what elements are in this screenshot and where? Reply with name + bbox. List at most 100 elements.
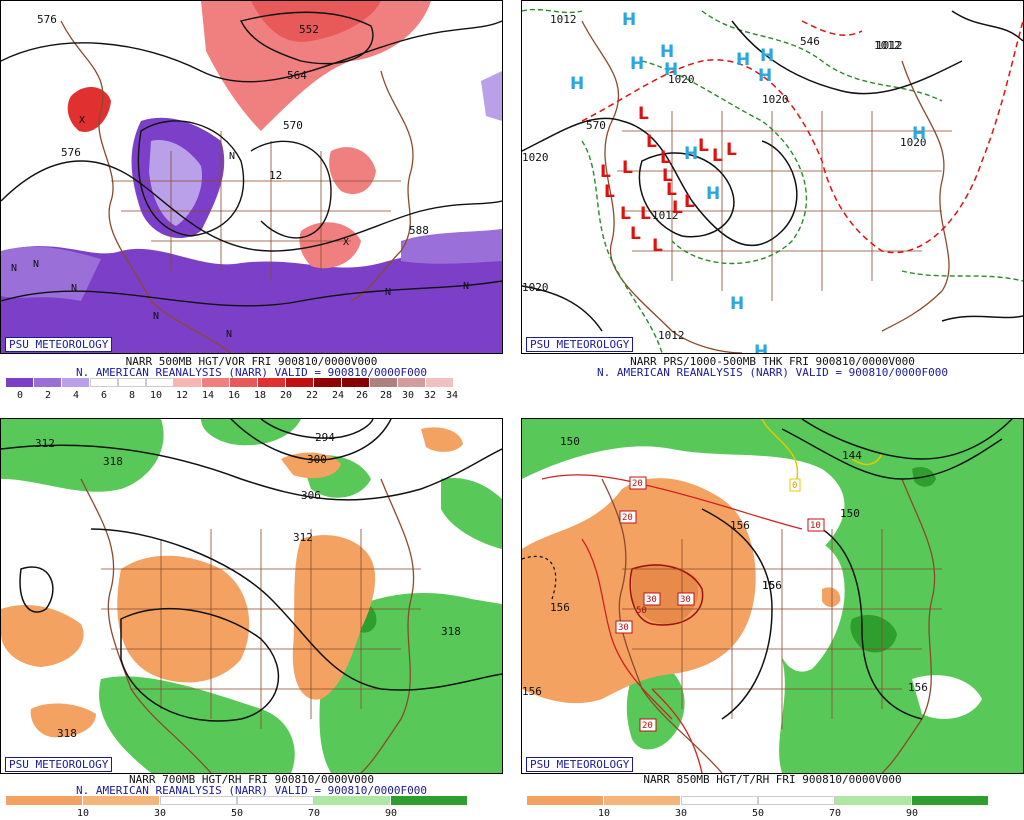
svg-text:20: 20 — [622, 513, 633, 523]
svg-text:20: 20 — [632, 479, 643, 489]
high-pressure-marker: H — [912, 124, 926, 144]
low-pressure-marker: L — [630, 224, 641, 244]
temp-label-box: 0 — [789, 478, 801, 492]
svg-text:10: 10 — [810, 521, 821, 531]
contour-label: 1012 — [658, 329, 685, 342]
contour-label: 1020 — [762, 93, 789, 106]
svg-text:20: 20 — [642, 721, 653, 731]
svg-text:N: N — [385, 287, 391, 298]
low-pressure-marker: L — [698, 136, 709, 156]
contour-label: 570 — [283, 119, 303, 132]
psu-meteorology-badge: PSU METEOROLOGY — [526, 757, 634, 772]
high-pressure-marker: H — [660, 42, 674, 62]
panel-valid-caption: N. AMERICAN REANALYSIS (NARR) VALID = 90… — [76, 366, 427, 379]
psu-meteorology-badge: PSU METEOROLOGY — [5, 337, 113, 352]
high-pressure-marker: H — [570, 74, 584, 94]
contour-label: 300 — [307, 453, 327, 466]
temp-label-box: 20 — [639, 718, 657, 732]
svg-text:N: N — [33, 259, 39, 270]
temp-label-box: 20 — [629, 476, 647, 490]
svg-text:N: N — [153, 311, 159, 322]
panel-850mb-temp-rh: 150 156 156 156 150 156 144 156 20 20 30… — [521, 418, 1024, 819]
colorbar — [6, 796, 468, 805]
contour-label: 570 — [586, 119, 606, 132]
high-pressure-marker: H — [758, 66, 772, 86]
contour-label: 150 — [840, 507, 860, 520]
rh-moist-area — [1, 419, 164, 492]
temp-label-box: 10 — [807, 518, 825, 532]
low-pressure-marker: L — [726, 140, 737, 160]
psu-meteorology-badge: PSU METEOROLOGY — [526, 337, 634, 352]
contour-label: 15 — [762, 579, 775, 592]
contour-label: 546 — [800, 35, 820, 48]
vort-positive-west — [67, 86, 111, 132]
thickness-contour — [641, 60, 808, 265]
svg-text:X: X — [79, 115, 85, 126]
height-contour — [781, 428, 1003, 480]
contour-label: 588 — [409, 224, 429, 237]
panel-500mb-vorticity: 576 552 564 570 576 588 12 N N N N N N N X X… — [0, 0, 503, 410]
high-pressure-marker: H — [730, 294, 744, 314]
colorbar-ticks: 0 2 4 6 8 10 12 14 16 18 20 22 24 26 28 … — [16, 390, 459, 401]
colorbar — [527, 796, 989, 805]
low-pressure-marker: L — [640, 204, 651, 224]
temp-label-box: 30 — [643, 592, 661, 606]
high-pressure-marker: H — [684, 144, 698, 164]
temp-label-box: 30 — [615, 620, 633, 634]
low-pressure-marker: L — [672, 198, 683, 218]
panel-700mb-rh: 312 318 294 300 306 312 318 318 PSU METE… — [0, 418, 503, 819]
map-850mb-graphic: 150 156 156 156 150 156 144 156 20 20 30… — [522, 419, 1023, 773]
high-pressure-marker: H — [760, 46, 774, 66]
temperature-contour — [541, 474, 803, 530]
contour-label: 12 — [269, 169, 282, 182]
low-pressure-marker: L — [662, 166, 673, 186]
panel-pressure-thickness: 1012 1012 1020 1020 570 1020 1012 1012 1… — [521, 0, 1024, 410]
panel-caption: NARR PRS/1000-500MB THK FRI 900810/0000V… — [630, 355, 915, 368]
svg-text:N: N — [11, 263, 17, 274]
contour-label: 1020 — [522, 151, 549, 164]
rh-moist-area — [522, 419, 1023, 773]
high-pressure-marker: H — [630, 54, 644, 74]
map-850mb: 150 156 156 156 150 156 144 156 20 20 30… — [521, 418, 1024, 774]
contour-label: 1020 — [522, 281, 549, 294]
svg-text:50: 50 — [636, 606, 647, 616]
svg-text:30: 30 — [618, 623, 629, 633]
high-pressure-marker: H — [706, 184, 720, 204]
contour-label: 1020 — [668, 73, 695, 86]
low-pressure-marker: L — [712, 146, 723, 166]
svg-text:30: 30 — [680, 595, 691, 605]
isobar — [522, 117, 798, 247]
height-contour — [1, 444, 502, 501]
svg-text:N: N — [71, 283, 77, 294]
contour-label: 564 — [287, 69, 307, 82]
contour-label: 150 — [560, 435, 580, 448]
svg-text:N: N — [463, 281, 469, 292]
high-pressure-marker: H — [664, 60, 678, 80]
contour-label: 1012 — [652, 209, 679, 222]
contour-label: 318 — [103, 455, 123, 468]
contour-label: 1012 — [874, 39, 901, 52]
vort-negative-south — [1, 246, 502, 353]
low-pressure-marker: L — [646, 132, 657, 152]
colorbar — [6, 378, 454, 387]
low-pressure-marker: L — [660, 148, 671, 168]
temp-label-box: 30 — [677, 592, 695, 606]
panel-valid-caption: N. AMERICAN REANALYSIS (NARR) VALID = 90… — [76, 784, 427, 797]
low-pressure-marker: L — [638, 104, 649, 124]
low-pressure-marker: L — [604, 182, 615, 202]
contour-label: 156 — [908, 681, 928, 694]
panel-caption: NARR 500MB HGT/VOR FRI 900810/0000V000 — [125, 355, 378, 368]
contour-label: 144 — [842, 449, 862, 462]
rh-dry-area — [117, 555, 250, 683]
map-500mb: 576 552 564 570 576 588 12 N N N N N N N X X… — [0, 0, 503, 354]
svg-text:0: 0 — [792, 481, 797, 491]
low-pressure-marker: L — [652, 236, 663, 256]
svg-text:30: 30 — [646, 595, 657, 605]
panel-valid-caption: N. AMERICAN REANALYSIS (NARR) VALID = 90… — [597, 366, 948, 379]
colorbar-ticks: 10 30 50 70 90 — [597, 808, 919, 819]
svg-text:N: N — [229, 151, 235, 162]
contour-label: 306 — [301, 489, 321, 502]
psu-meteorology-badge: PSU METEOROLOGY — [5, 757, 113, 772]
contour-label: 318 — [441, 625, 461, 638]
contour-label: 312 — [35, 437, 55, 450]
